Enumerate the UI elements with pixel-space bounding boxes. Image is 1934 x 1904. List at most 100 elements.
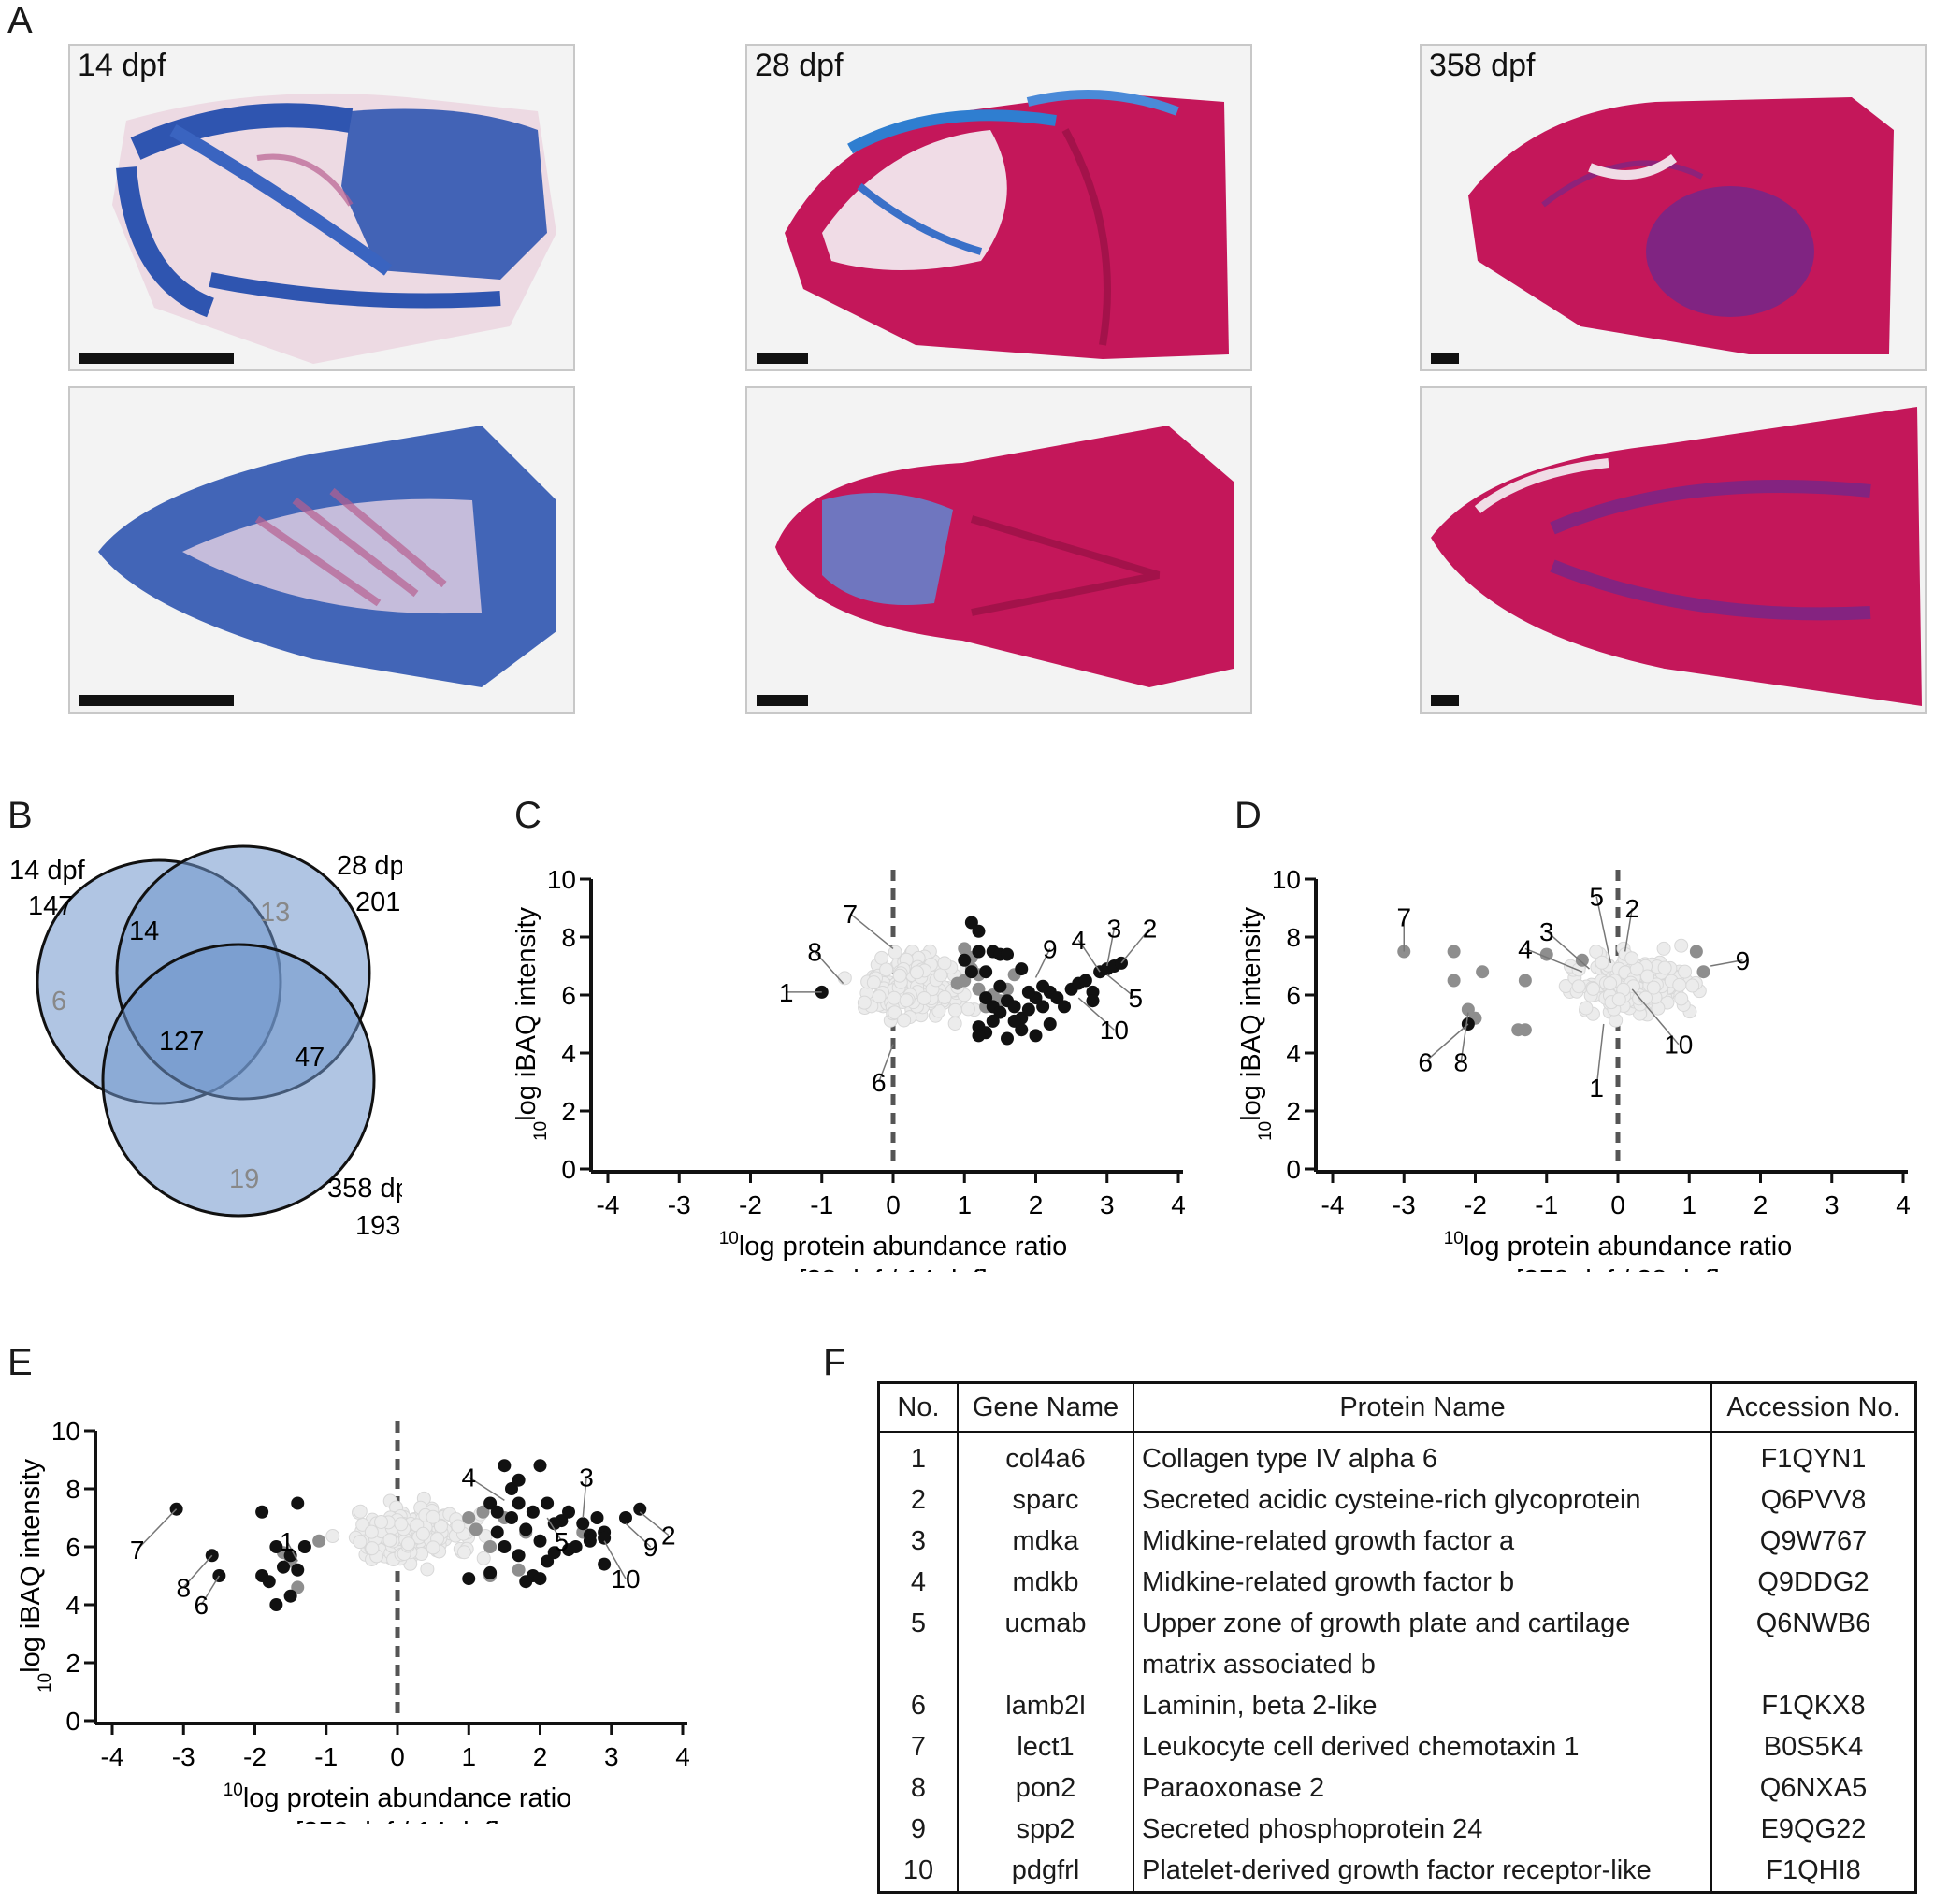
- annotation-leader-line: [468, 1476, 505, 1502]
- annotation-label: 10: [1664, 1031, 1693, 1060]
- y-tick-label: 0: [1286, 1155, 1301, 1184]
- x-tick-label: -4: [597, 1190, 620, 1219]
- data-point-unchanged: [382, 1533, 397, 1548]
- y-tick-label: 2: [65, 1649, 80, 1678]
- data-point-mid: [950, 976, 964, 990]
- data-point-significant: [269, 1598, 283, 1611]
- region-only-28: 13: [260, 898, 290, 928]
- data-point-significant: [993, 979, 1007, 993]
- annotation-label: 2: [661, 1522, 676, 1551]
- data-point-mid: [1476, 965, 1490, 979]
- annotation-leader-line: [286, 1540, 298, 1562]
- table-row: 8 pon2 Paraoxonase 2 Q6NXA5: [878, 1767, 1916, 1809]
- data-point-unchanged: [426, 1540, 440, 1555]
- cell-protein: Leukocyte cell derived chemotaxin 1: [1133, 1726, 1712, 1767]
- photo-14dpf-ventral: [68, 386, 575, 714]
- data-point-significant: [583, 1534, 597, 1548]
- annotation-label: 3: [1107, 915, 1122, 944]
- table-row: 2 sparc Secreted acidic cysteine-rich glyc…: [878, 1479, 1916, 1521]
- scale-bar: [1431, 353, 1459, 364]
- annotation-label: 4: [461, 1464, 476, 1493]
- data-point-unchanged: [1589, 945, 1604, 959]
- table-row: matrix associated b: [878, 1644, 1916, 1685]
- data-point-mid: [291, 1580, 305, 1594]
- stage-label: 28 dpf: [755, 48, 844, 83]
- cell-protein: Paraoxonase 2: [1133, 1767, 1712, 1809]
- data-point-significant: [1050, 991, 1064, 1005]
- data-point-significant: [526, 1505, 540, 1519]
- data-point-significant: [1015, 1023, 1029, 1037]
- y-tick-label: 8: [561, 923, 576, 952]
- data-point-mid: [462, 1511, 476, 1524]
- data-point-significant: [562, 1505, 575, 1519]
- set-total-358dpf: 193: [355, 1211, 400, 1241]
- data-point-significant: [484, 1565, 498, 1579]
- stained-skull-28dpf-ventral: [775, 426, 1234, 687]
- annotation-label: 4: [1071, 926, 1086, 955]
- data-point-unchanged: [1674, 938, 1689, 953]
- data-point-significant: [533, 1572, 547, 1586]
- data-point-significant: [1029, 1029, 1043, 1043]
- panel-letter-f: F: [823, 1342, 846, 1383]
- annotation-label: 8: [807, 938, 822, 967]
- x-tick-label: 1: [1681, 1190, 1696, 1219]
- data-point-unchanged: [857, 995, 872, 1010]
- data-point-mid: [1447, 945, 1461, 959]
- cell-gene: sparc: [958, 1479, 1134, 1521]
- data-point-unchanged: [960, 1002, 975, 1017]
- cell-no: 10: [878, 1850, 959, 1893]
- annotation-label: 9: [1043, 934, 1058, 963]
- annotation-leader-line: [878, 1044, 894, 1083]
- data-point-significant: [269, 1540, 283, 1553]
- data-point-unchanged: [1595, 955, 1609, 970]
- data-point-significant: [498, 1540, 512, 1553]
- y-axis-label: 10log iBAQ intensity: [16, 1458, 55, 1693]
- annotation-leader-line: [1106, 928, 1116, 967]
- data-point-unchanged: [1685, 978, 1700, 993]
- stained-skull-28dpf-lateral: [785, 90, 1229, 359]
- data-point-unchanged: [899, 993, 914, 1008]
- data-point-unchanged: [888, 1005, 902, 1020]
- x-tick-label: 4: [1896, 1190, 1911, 1219]
- data-point-significant: [519, 1575, 533, 1589]
- data-point-unchanged: [1639, 969, 1654, 984]
- data-point-significant: [1021, 1002, 1035, 1017]
- x-tick-label: -2: [1464, 1190, 1487, 1219]
- x-tick-label: -1: [314, 1742, 338, 1771]
- data-point-significant: [291, 1496, 305, 1510]
- data-point-significant: [964, 965, 978, 979]
- data-point-mid: [512, 1563, 526, 1577]
- y-axis-label-superscript: 10: [1256, 1121, 1276, 1141]
- x-axis-label-text: log protein abundance ratio: [739, 1232, 1067, 1262]
- y-tick-label: 4: [561, 1039, 576, 1068]
- data-point-significant: [1058, 1000, 1071, 1014]
- cell-no: 2: [878, 1479, 959, 1521]
- annotation-leader-line: [1034, 948, 1051, 978]
- data-point-unchanged: [879, 962, 894, 977]
- data-point-unchanged: [1571, 979, 1586, 994]
- cell-accession: E9QG22: [1760, 1814, 1867, 1844]
- annotation-label: 2: [1143, 915, 1158, 944]
- cell-gene: pdgfrl: [958, 1850, 1134, 1893]
- stained-skull-14dpf-lateral: [112, 93, 556, 364]
- data-point-mid: [1518, 1023, 1532, 1037]
- data-point-significant: [512, 1549, 526, 1563]
- data-point-mid: [972, 982, 986, 996]
- data-point-mid: [476, 1505, 490, 1519]
- annotation-label: 7: [843, 900, 858, 929]
- data-point-significant: [1001, 1031, 1014, 1046]
- data-point-significant: [533, 1459, 547, 1473]
- x-axis-label: 10log protein abundance ratio: [719, 1229, 1068, 1262]
- data-point-unchanged: [887, 990, 902, 1005]
- venn-circle-358dpf: [101, 943, 376, 1218]
- data-point-mid: [1518, 974, 1532, 988]
- data-point-unchanged: [937, 956, 952, 971]
- table-row: 10 pdgfrl Platelet-derived growth factor r…: [878, 1850, 1916, 1893]
- annotation-label: 10: [1100, 1016, 1129, 1045]
- cell-gene: ucmab: [958, 1603, 1134, 1644]
- data-point-significant: [547, 1546, 561, 1560]
- cell-gene: mdkb: [958, 1562, 1134, 1603]
- x-axis-label: 10log protein abundance ratio: [1444, 1229, 1793, 1262]
- cell-protein: Platelet-derived growth factor receptor-…: [1133, 1850, 1712, 1893]
